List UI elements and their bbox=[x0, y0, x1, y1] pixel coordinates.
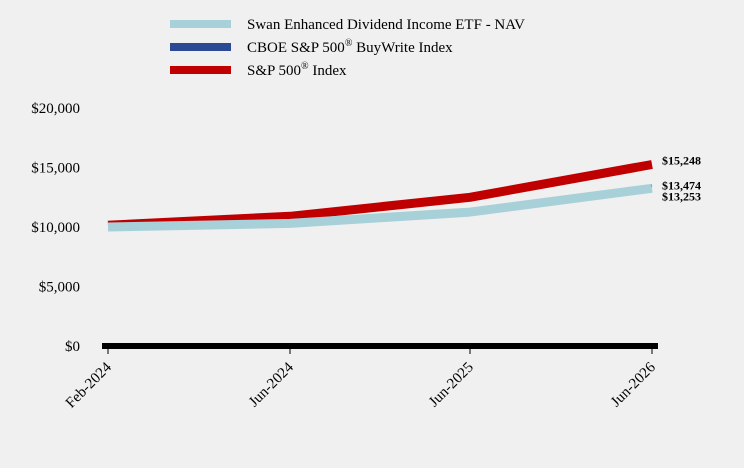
legend-label-2: CBOE S&P 500® BuyWrite Index bbox=[247, 38, 453, 56]
x-tick-label: Jun-2025 bbox=[426, 360, 477, 411]
y-tick-label: $20,000 bbox=[31, 101, 80, 117]
y-tick-label: $15,000 bbox=[31, 161, 80, 177]
legend-label-1: Swan Enhanced Dividend Income ETF - NAV bbox=[247, 17, 525, 33]
end-value-label-3: $15,248 bbox=[662, 154, 701, 168]
series-line-1 bbox=[107, 183, 653, 232]
x-tick-label: Feb-2024 bbox=[63, 359, 115, 411]
y-tick-label: $10,000 bbox=[31, 220, 80, 236]
legend-label-3: S&P 500® Index bbox=[247, 61, 347, 79]
plot-area bbox=[107, 160, 653, 232]
x-tick-label: Jun-2026 bbox=[608, 359, 659, 410]
end-value-label-2: $13,474 bbox=[662, 179, 701, 193]
end-value-label-1: $13,253 bbox=[662, 189, 701, 203]
y-tick-label: $5,000 bbox=[39, 280, 80, 296]
end-labels: $13,253$13,474 $15,248 bbox=[662, 154, 701, 204]
x-tick-label: Jun-2024 bbox=[246, 359, 297, 410]
legend: Swan Enhanced Dividend Income ETF - NAV C… bbox=[170, 17, 525, 79]
y-tick-label: $0 bbox=[65, 339, 80, 355]
y-axis: $0 $5,000 $10,000 $15,000 $20,000 bbox=[31, 101, 80, 355]
x-axis: Feb-2024 Jun-2024 Jun-2025 Jun-2026 bbox=[63, 343, 659, 411]
